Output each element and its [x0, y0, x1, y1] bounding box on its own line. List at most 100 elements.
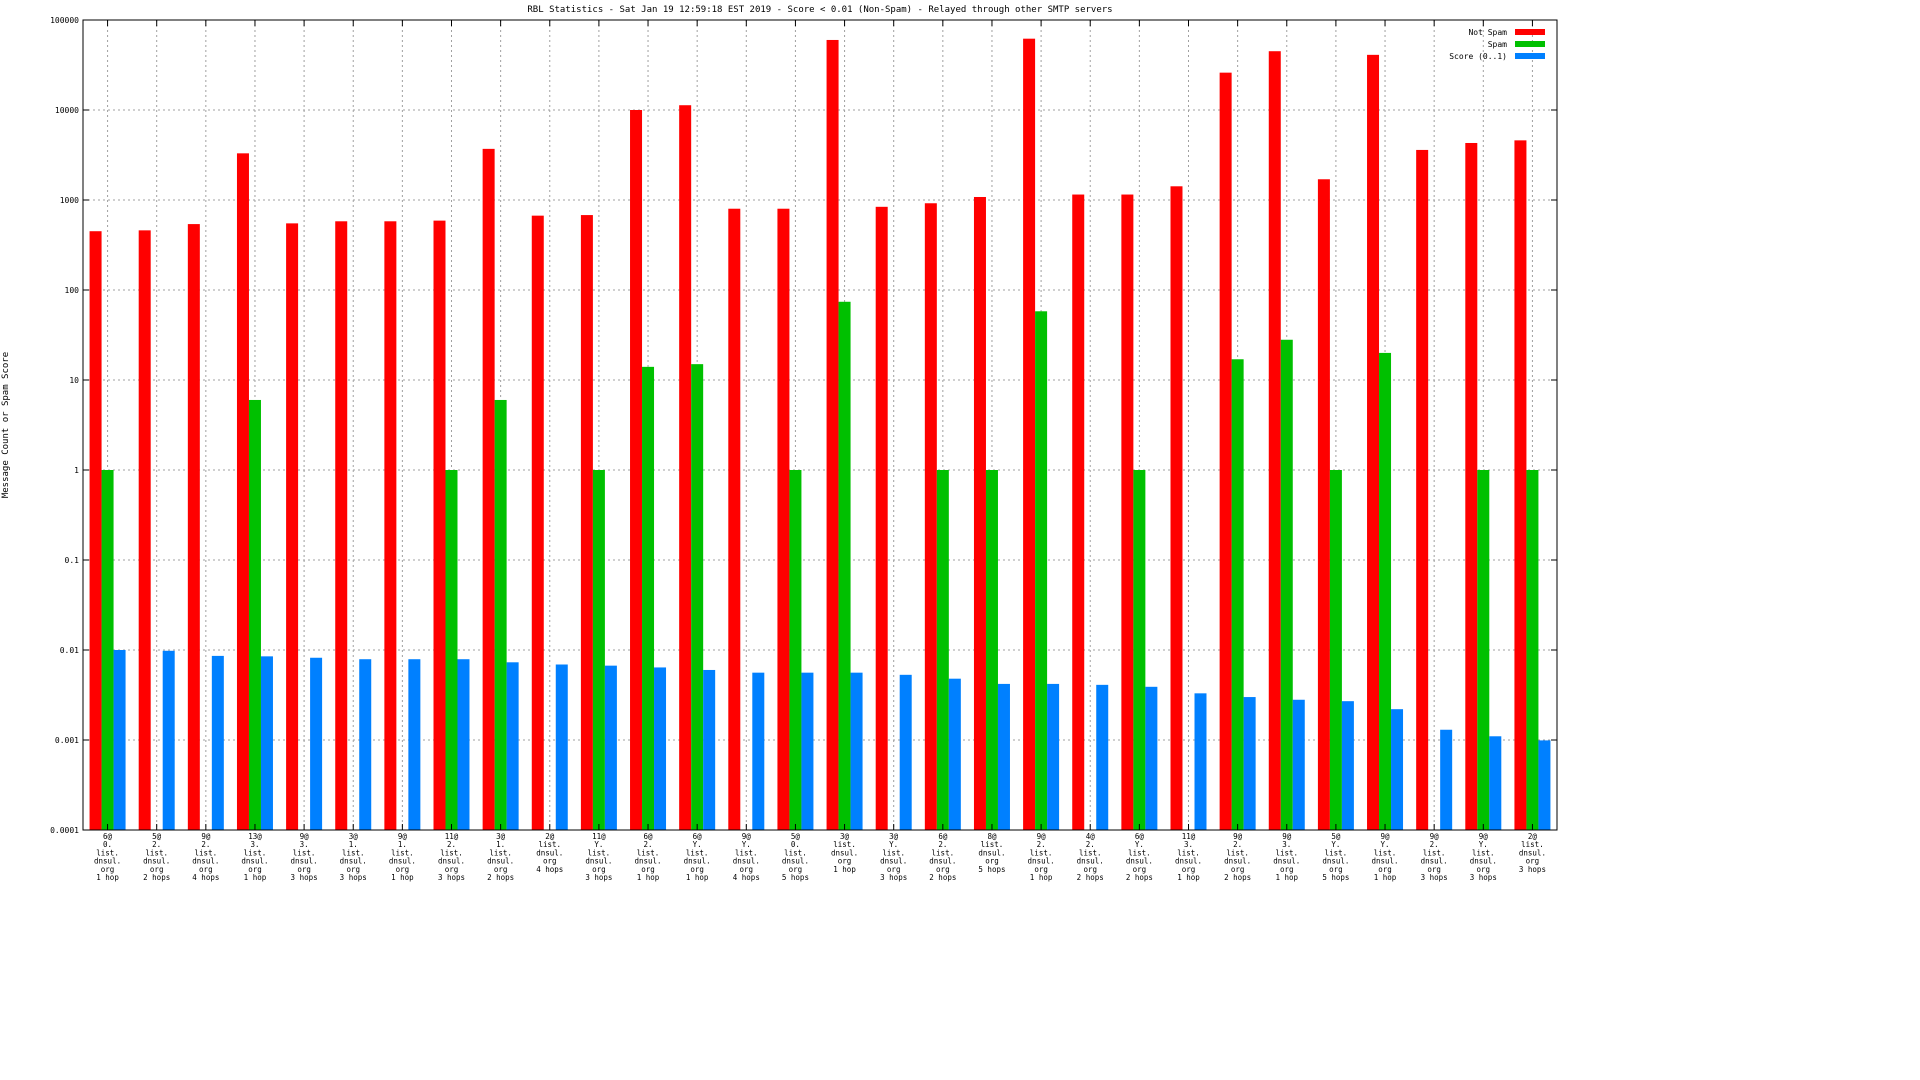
x-tick-label-line: list.: [833, 840, 856, 849]
x-tick-label-line: org: [1083, 865, 1097, 874]
bar-not-spam: [728, 208, 741, 830]
x-tick-label-line: 3@: [889, 832, 899, 841]
x-tick-label-line: list.: [882, 848, 905, 857]
x-tick-label-line: 9@: [398, 832, 408, 841]
x-tick-label-line: list.: [538, 840, 561, 849]
bar-spam: [592, 470, 605, 830]
x-tick-label-line: Y.: [889, 840, 898, 849]
x-tick-label-line: 3 hops: [340, 873, 367, 882]
x-tick-label-line: list.: [1374, 848, 1397, 857]
x-tick-label-line: 2.: [938, 840, 947, 849]
x-tick-label-line: list.: [1325, 848, 1348, 857]
bar-spam: [1035, 311, 1048, 830]
y-axis-label: Message Count or Spam Score: [1, 352, 11, 498]
x-tick-label-line: list.: [1472, 848, 1495, 857]
bar-not-spam: [335, 221, 348, 830]
x-tick-label-line: 2.: [152, 840, 161, 849]
bar-not-spam: [1317, 179, 1330, 831]
x-tick-label-line: org: [543, 857, 557, 866]
bar-not-spam: [1072, 194, 1085, 830]
x-tick-label-line: dnsul.: [1028, 857, 1055, 866]
x-tick-label-line: 1 hop: [1275, 873, 1298, 882]
x-tick-label-line: dnsul.: [192, 857, 219, 866]
x-tick-label-line: 1 hop: [1374, 873, 1397, 882]
x-tick-label-line: 2.: [201, 840, 210, 849]
y-tick-label: 0.01: [60, 646, 79, 655]
x-tick-label-line: list.: [588, 848, 611, 857]
x-tick-label: 9@ 3. list. dnsul. org 3 hops: [291, 832, 318, 882]
x-tick-label-line: org: [248, 865, 262, 874]
x-tick-label: 5@ 2. list. dnsul. org 2 hops: [143, 832, 170, 882]
x-tick-label-line: 5@: [152, 832, 162, 841]
x-tick-label-line: dnsul.: [536, 848, 563, 857]
x-tick-label-line: 6@: [938, 832, 948, 841]
x-tick-label-line: list.: [1079, 848, 1102, 857]
bar-score-0-1: [555, 664, 568, 830]
x-tick-label-line: 13@: [248, 832, 262, 841]
x-tick-label-line: org: [1182, 865, 1196, 874]
bar-score-0-1: [1194, 693, 1207, 830]
x-tick-label-line: 9@: [300, 832, 310, 841]
x-tick-label-line: dnsul.: [1470, 857, 1497, 866]
x-tick-label-line: 4 hops: [536, 865, 563, 874]
bar-score-0-1: [948, 678, 961, 830]
x-tick-label-line: list.: [784, 848, 807, 857]
grid-lines: [83, 20, 1557, 830]
x-tick-label: 4@ 2. list. dnsul. org 2 hops: [1077, 832, 1104, 882]
x-tick-label-line: dnsul.: [634, 857, 661, 866]
bar-score-0-1: [1440, 729, 1453, 830]
x-tick-label-line: org: [1526, 857, 1540, 866]
x-tick-label: 9@ 2. list. dnsul. org 1 hop: [1028, 832, 1055, 882]
x-tick-label-line: 5 hops: [978, 865, 1005, 874]
x-tick-label-line: list.: [1423, 848, 1446, 857]
x-tick-label-line: list.: [686, 848, 709, 857]
bar-spam: [494, 399, 507, 830]
x-tick-label-line: 9@: [201, 832, 211, 841]
x-tick-label-line: 1 hop: [1177, 873, 1200, 882]
x-tick-label-line: org: [936, 865, 950, 874]
x-tick-label-line: 1.: [349, 840, 358, 849]
x-tick-label-line: list.: [440, 848, 463, 857]
y-tick-label: 100: [65, 286, 80, 295]
x-tick-label-line: 1 hop: [1030, 873, 1053, 882]
x-tick-label-line: 3.: [250, 840, 259, 849]
x-tick-label-line: 2.: [1086, 840, 1095, 849]
bar-not-spam: [679, 105, 692, 830]
bar-score-0-1: [359, 659, 372, 830]
x-tick-label-line: list.: [1521, 840, 1544, 849]
x-tick-label-line: 3@: [349, 832, 359, 841]
x-tick-label-line: org: [1280, 865, 1294, 874]
x-tick-label-line: org: [1231, 865, 1245, 874]
bar-score-0-1: [211, 655, 224, 830]
bar-score-0-1: [604, 665, 617, 830]
bar-marks: [89, 38, 1551, 831]
x-tick-label-line: 2@: [1528, 832, 1538, 841]
chart-title: RBL Statistics - Sat Jan 19 12:59:18 EST…: [527, 5, 1112, 15]
y-axis-ticks: 0.0001 0.001 0.01 0.1 1 10 100 1000 10000 100000: [50, 16, 1557, 835]
x-tick-label-line: 2.: [644, 840, 653, 849]
x-tick-label-line: Y.: [1381, 840, 1390, 849]
x-tick-label-line: 9@: [1233, 832, 1243, 841]
bar-not-spam: [1170, 186, 1183, 830]
x-tick-label-line: 3@: [496, 832, 506, 841]
x-tick-label-line: Y.: [594, 840, 603, 849]
legend-label: Spam: [1488, 40, 1507, 49]
bar-not-spam: [138, 230, 151, 830]
x-tick-label-line: dnsul.: [684, 857, 711, 866]
x-tick-label-line: 3 hops: [880, 873, 907, 882]
bar-score-0-1: [310, 657, 323, 830]
x-tick-label-line: 9@: [1037, 832, 1047, 841]
x-tick-label-line: 9@: [1282, 832, 1292, 841]
bar-score-0-1: [113, 650, 126, 830]
x-tick-label: 2@ list. dnsul. org 3 hops: [1519, 832, 1546, 874]
x-tick-label-line: 2.: [1430, 840, 1439, 849]
x-tick-label-line: list.: [489, 848, 512, 857]
bar-not-spam: [1219, 72, 1232, 830]
x-tick-label-line: dnsul.: [1224, 857, 1251, 866]
x-tick-label-line: org: [297, 865, 311, 874]
y-tick-label: 10: [69, 376, 79, 385]
x-tick-label-line: 2.: [1037, 840, 1046, 849]
x-tick-label-line: Y.: [1479, 840, 1488, 849]
bar-not-spam: [433, 220, 446, 831]
